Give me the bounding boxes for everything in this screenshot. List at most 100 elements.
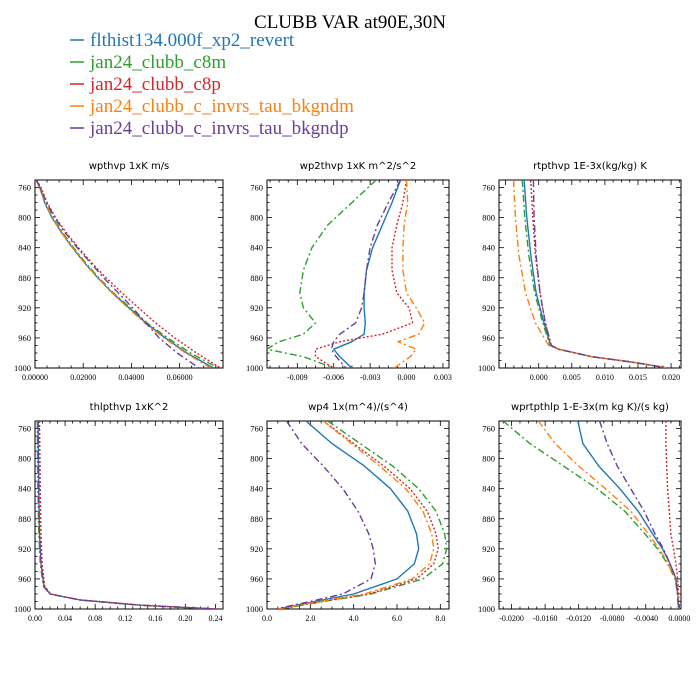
y-tick-label: 960 (18, 333, 31, 343)
series-line (330, 180, 402, 368)
chart-panel: rtpthvp 1E-3x(kg/kg) K 760 800 840 880 920 960… (478, 161, 682, 382)
series-line (35, 180, 212, 368)
y-tick-label: 960 (18, 574, 31, 584)
x-tick-label: 0.04 (58, 614, 72, 623)
x-tick-label: 0.02000 (70, 373, 96, 382)
x-tick-label: 0.20 (178, 614, 192, 623)
legend-entry: jan24_clubb_c8m (89, 52, 226, 73)
series-line (502, 421, 680, 609)
panel-title: wp2thvp 1xK m^2/s^2 (300, 161, 416, 172)
x-tick-label: 0.06000 (167, 373, 193, 382)
y-tick-label: 760 (482, 424, 495, 434)
panels: wpthvp 1xK m/s76080084088092096010000.00… (14, 161, 690, 623)
legend-entry: jan24_clubb_c_invrs_tau_bkgndm (89, 96, 354, 117)
chart-panel: wpthvp 1xK m/s 760 800 840 880 920 960 10000.00… (14, 161, 224, 382)
x-tick-label: 2.0 (305, 614, 315, 623)
y-tick-label: 960 (482, 574, 495, 584)
x-tick-label: 0.16 (148, 614, 162, 623)
panel-title: thlpthvp 1xK^2 (90, 402, 169, 413)
x-tick-label: 0.00 (28, 614, 42, 623)
series-line (512, 180, 668, 368)
series-line (532, 180, 668, 368)
series-line (665, 421, 680, 609)
x-tick-label: 0.010 (596, 373, 614, 382)
y-tick-label: 840 (482, 484, 495, 494)
chart-panel: wprtpthlp 1-E-3x(m kg K)/(s kg) 760 800 840… (478, 402, 690, 623)
x-tick-label: 0.003 (434, 373, 452, 382)
y-tick-label: 840 (18, 484, 31, 494)
y-tick-label: 840 (250, 484, 263, 494)
y-tick-label: 760 (18, 424, 31, 434)
x-tick-label: 8.0 (435, 614, 445, 623)
legend: flthist134.000f_xp2_revertjan24_clubb_c8… (70, 30, 354, 139)
x-tick-label: -0.003 (360, 373, 381, 382)
x-tick-label: 0.08 (88, 614, 102, 623)
x-tick-label: -0.009 (287, 373, 308, 382)
chart-panel: wp4 1x(m^4)/(s^4) 760 800 840 880 920 960 10000… (246, 402, 450, 623)
y-tick-label: 840 (18, 243, 31, 253)
series-line (393, 180, 426, 368)
series-line (521, 180, 668, 368)
series-line (333, 180, 402, 368)
x-tick-label: -0.0200 (499, 614, 524, 623)
chart-panel: wp2thvp 1xK m^2/s^2 760 800 840 880 920 960 100… (246, 161, 452, 382)
series-line (35, 180, 221, 368)
legend-entry: jan24_clubb_c8p (89, 74, 221, 95)
series-line (35, 180, 200, 368)
y-tick-label: 920 (250, 544, 263, 554)
y-tick-label: 920 (482, 544, 495, 554)
series-line (279, 421, 448, 609)
y-tick-label: 920 (18, 303, 31, 313)
y-tick-label: 880 (18, 514, 31, 524)
plot-frame (34, 179, 224, 369)
chart-panel: thlpthvp 1xK^2 760 800 840 880 920 960 10000.00… (14, 402, 224, 623)
plot-frame (498, 179, 682, 369)
x-tick-label: -0.006 (323, 373, 344, 382)
x-tick-label: -0.0160 (533, 614, 558, 623)
x-tick-label: 0.000 (530, 373, 548, 382)
plot-frame (34, 420, 224, 610)
panel-title: wprtpthlp 1-E-3x(m kg K)/(s kg) (511, 402, 669, 413)
series-line (36, 421, 216, 609)
plot-frame (498, 420, 682, 610)
x-tick-label: 0.12 (118, 614, 132, 623)
y-tick-label: 1000 (14, 604, 31, 614)
series-line (530, 180, 668, 368)
x-tick-label: 0.04000 (118, 373, 144, 382)
y-tick-label: 760 (18, 183, 31, 193)
y-tick-label: 920 (482, 303, 495, 313)
y-tick-label: 1000 (246, 363, 263, 373)
series-line (275, 421, 376, 609)
series-line (277, 421, 420, 609)
y-tick-label: 960 (250, 574, 263, 584)
panel-title: wp4 1x(m^4)/(s^4) (308, 402, 408, 413)
x-tick-label: 0.0000 (668, 614, 690, 623)
y-tick-label: 880 (250, 273, 263, 283)
series-line (38, 421, 218, 609)
series-line (277, 421, 435, 609)
x-tick-label: 0.24 (208, 614, 222, 623)
y-tick-label: 840 (250, 243, 263, 253)
y-tick-label: 1000 (478, 604, 495, 614)
x-tick-label: 0.000 (398, 373, 416, 382)
series-line (279, 421, 439, 609)
y-tick-label: 760 (250, 424, 263, 434)
y-tick-label: 800 (250, 454, 263, 464)
x-tick-label: -0.0120 (566, 614, 591, 623)
y-tick-label: 880 (18, 273, 31, 283)
panel-title: rtpthvp 1E-3x(kg/kg) K (533, 161, 647, 172)
legend-entry: flthist134.000f_xp2_revert (90, 30, 295, 51)
x-tick-label: 4.0 (349, 614, 359, 623)
series-line (35, 180, 219, 368)
y-tick-label: 960 (482, 333, 495, 343)
x-tick-label: 0.015 (629, 373, 647, 382)
x-tick-label: 0.005 (563, 373, 581, 382)
x-tick-label: -0.0080 (600, 614, 625, 623)
y-tick-label: 880 (482, 273, 495, 283)
series-line (314, 180, 414, 368)
x-tick-label: 0.020 (662, 373, 680, 382)
series-line (537, 421, 680, 609)
x-tick-label: 6.0 (392, 614, 402, 623)
y-tick-label: 920 (18, 544, 31, 554)
